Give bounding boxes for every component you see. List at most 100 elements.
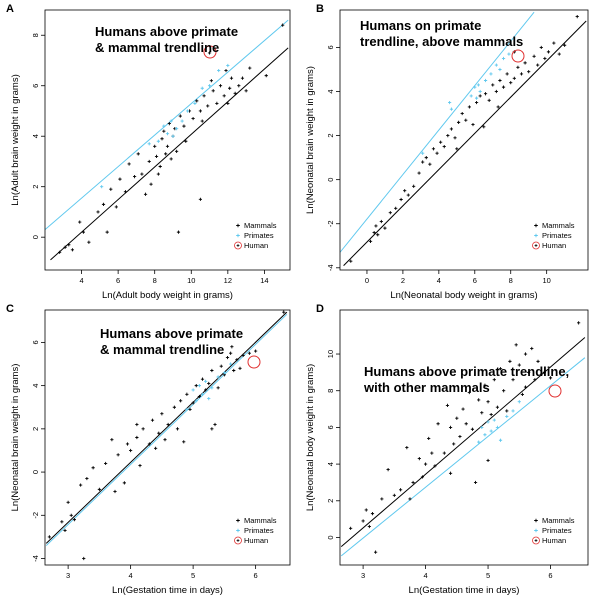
mammal-point [495, 405, 500, 409]
mammal-point [81, 230, 85, 234]
mammal-point [207, 381, 211, 386]
mammal-point [501, 85, 506, 89]
mammal-point [464, 422, 468, 426]
primate-point [474, 96, 479, 100]
mammal-point [240, 76, 245, 80]
legend-label: Human [542, 536, 566, 545]
mammal-point [445, 403, 450, 407]
mammal-point [470, 427, 475, 431]
mammal-point [182, 124, 186, 128]
mammal-point [539, 45, 543, 50]
mammal-point [164, 152, 168, 156]
x-tick-label: 4 [79, 276, 83, 285]
mammal-point [235, 358, 239, 362]
legend-label: Mammals [542, 221, 575, 230]
human-marker-circle [511, 49, 525, 63]
y-tick-label: 6 [326, 425, 335, 429]
human-marker-circle [247, 355, 261, 369]
mammal-point [85, 476, 89, 481]
primate-trendline [45, 313, 288, 546]
x-tick-label: 5 [191, 571, 195, 580]
mammal-point [431, 147, 436, 151]
mammal-point [244, 89, 248, 93]
mammal-point [282, 310, 286, 314]
mammal-point [165, 144, 170, 148]
mammal-point [63, 528, 67, 533]
panel-letter: B [316, 3, 324, 15]
mammal-point [370, 512, 375, 516]
x-tick-label: 6 [473, 276, 477, 285]
primate-point [473, 85, 477, 89]
mammal-point [367, 524, 371, 529]
mammal-point [129, 448, 133, 453]
mammal-point [398, 488, 403, 492]
mammal-point [211, 89, 215, 93]
mammal-point [406, 193, 410, 197]
mammal-point [204, 388, 208, 392]
legend-label: Mammals [542, 516, 575, 525]
mammal-point [191, 116, 195, 121]
mammal-point [514, 343, 518, 347]
y-tick-label: 8 [31, 33, 40, 37]
y-tick-label: -4 [31, 555, 40, 562]
y-tick-label: 6 [31, 84, 40, 88]
mammal-point [188, 407, 192, 412]
mammal-point [209, 79, 213, 83]
primate-point [486, 420, 490, 424]
y-tick-label: 0 [326, 535, 335, 539]
mammal-point [78, 220, 82, 224]
primate-point [197, 384, 201, 388]
mammal-point [505, 72, 509, 76]
mammal-point [232, 368, 236, 373]
mammal-point [519, 72, 524, 76]
mammal-point [349, 526, 353, 530]
y-axis-label: Ln(Neonatal brain weight in grams) [10, 364, 21, 512]
mammal-point [452, 442, 456, 446]
mammal-point [175, 149, 179, 153]
y-tick-label: -2 [326, 220, 335, 227]
mammal-point [91, 466, 95, 470]
x-tick-label: 6 [116, 276, 120, 285]
mammal-trendline [50, 47, 289, 261]
mammal-point [453, 136, 457, 140]
mammal-point [82, 556, 86, 561]
mammal-point [79, 483, 83, 487]
legend-human-symbol [532, 241, 540, 250]
primate-point [505, 414, 509, 419]
mammal-point [449, 127, 454, 131]
mammal-point [361, 519, 365, 523]
primate-point [483, 433, 487, 437]
mammal-point [480, 411, 484, 415]
mammal-point [226, 101, 230, 105]
primate-point [477, 440, 481, 444]
mammal-point [216, 386, 220, 390]
annotation-line: Humans above primate [100, 326, 243, 341]
mammal-point [527, 70, 531, 74]
mammal-point [184, 139, 188, 143]
legend-mammals-symbol [236, 518, 240, 523]
mammal-point [96, 210, 100, 214]
mammal-point [388, 211, 392, 215]
primate-point [210, 386, 214, 390]
annotation-line: Humans above primate trendline, [364, 364, 569, 379]
mammal-point [439, 140, 443, 144]
mammal-point [125, 442, 130, 446]
primate-point [194, 399, 198, 403]
mammal-point [238, 366, 242, 370]
primate-trendline [45, 19, 289, 230]
mammal-point [69, 513, 73, 517]
mammal-point [228, 86, 232, 90]
primate-point [165, 132, 170, 136]
mammal-point [247, 351, 251, 355]
legend-primates-symbol [236, 233, 240, 238]
mammal-point [200, 377, 205, 381]
mammal-point [473, 480, 478, 485]
mammal-point [160, 412, 164, 416]
mammal-point [97, 487, 101, 491]
mammal-point [241, 353, 245, 357]
mammal-point [224, 68, 228, 73]
y-tick-label: 2 [31, 427, 40, 431]
mammal-point [222, 94, 226, 98]
mammal-point [229, 76, 234, 80]
primate-point [207, 397, 211, 401]
